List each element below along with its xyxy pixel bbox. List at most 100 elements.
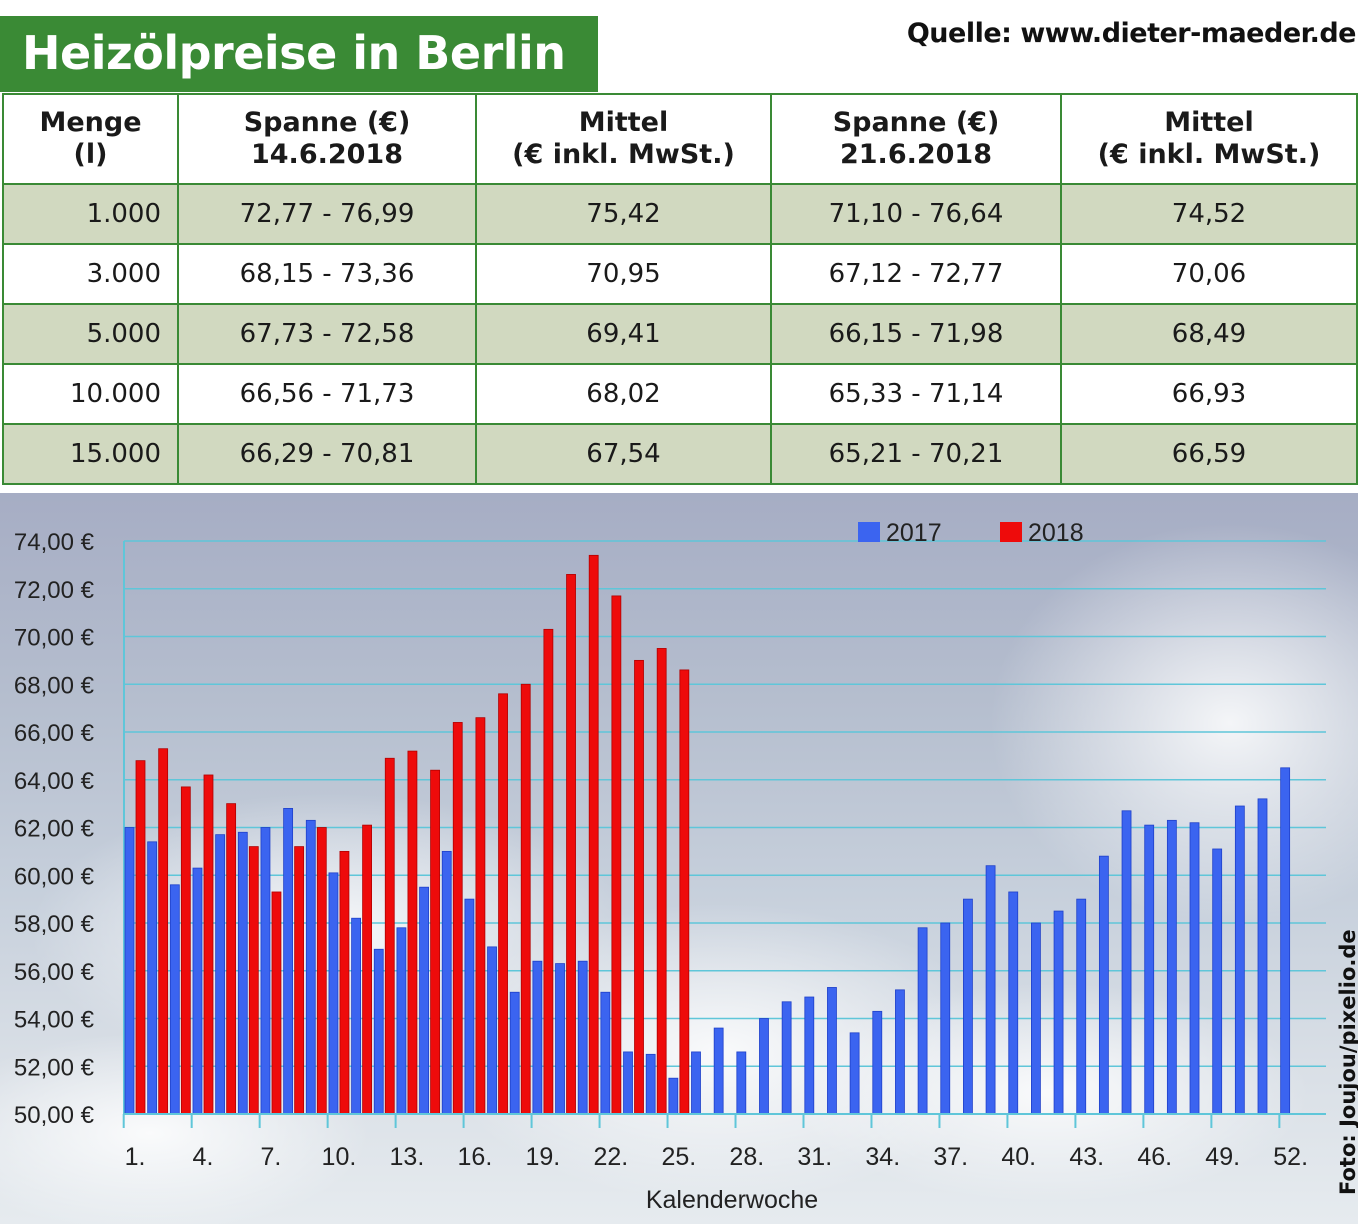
cell-range: 66,56 - 71,73: [177, 363, 477, 425]
photo-credit: Foto: Joujou/pixelio.de: [1336, 929, 1358, 1195]
bar-2018-week-5: [226, 803, 237, 1115]
bar-2018-week-14: [430, 769, 440, 1115]
x-tick-label: 19.: [525, 1143, 560, 1171]
bar-2018-week-25: [679, 669, 690, 1115]
cell-amount: 3.000: [2, 243, 179, 305]
bar-2017-week-24: [645, 1053, 656, 1115]
x-tick-label: 13.: [390, 1143, 425, 1171]
x-tick-label: 10.: [322, 1143, 357, 1171]
cell-range: 68,15 - 73,36: [177, 243, 477, 305]
y-tick-label: 70,00 €: [14, 625, 95, 652]
x-tick-label: 4.: [193, 1143, 214, 1171]
bar-2017-week-16: [464, 898, 475, 1115]
table-row: 3.000 68,15 - 73,36 70,95 67,12 - 72,77 …: [2, 243, 1358, 305]
x-tick-label: 52.: [1273, 1143, 1308, 1171]
bar-2017-week-2: [147, 841, 158, 1115]
y-tick-label: 72,00 €: [14, 577, 95, 604]
page-title: Heizölpreise in Berlin: [22, 26, 566, 80]
bar-2017-week-32: [827, 987, 837, 1115]
bar-2018-week-23: [634, 659, 644, 1115]
cell-amount: 10.000: [2, 363, 179, 425]
chart-panel: 50,00 € 52,00 € 54,00 € 56,00 € 58,00 € 60,00…: [0, 493, 1358, 1224]
cell-mean: 70,95: [475, 243, 772, 305]
cell-range: 71,10 - 76,64: [770, 183, 1062, 245]
x-tick-label: 49.: [1205, 1143, 1240, 1171]
cell-mean: 66,59: [1060, 423, 1358, 485]
cell-range: 67,12 - 72,77: [770, 243, 1062, 305]
cell-range: 65,33 - 71,14: [770, 363, 1062, 425]
x-tick-label: 46.: [1137, 1143, 1172, 1171]
bar-2017-week-47: [1166, 819, 1177, 1115]
legend-swatch-2018: [1000, 522, 1022, 542]
bar-2018-week-24: [656, 648, 667, 1115]
bar-2018-week-17: [498, 693, 508, 1115]
x-tick-label: 1.: [125, 1143, 146, 1171]
cell-mean: 68,02: [475, 363, 772, 425]
header-amount: Menge (l): [2, 93, 179, 185]
bar-2017-week-8: [283, 807, 294, 1115]
bar-2017-week-39: [985, 865, 996, 1115]
bar-2018-week-3: [180, 786, 191, 1115]
bar-2017-week-25: [668, 1077, 679, 1115]
header-range-week1: Spanne (€) 14.6.2018: [177, 93, 477, 185]
cell-mean: 74,52: [1060, 183, 1358, 245]
price-table: Menge (l) Spanne (€) 14.6.2018 Mittel (€ in…: [2, 93, 1358, 485]
bar-2018-week-4: [203, 774, 214, 1115]
x-tick-label: 34.: [865, 1143, 900, 1171]
bar-2017-week-17: [487, 946, 497, 1115]
bar-2018-week-11: [362, 824, 373, 1115]
cell-range: 66,15 - 71,98: [770, 303, 1062, 365]
legend: 2017 2018: [858, 519, 1084, 547]
x-tick-label: 31.: [797, 1143, 832, 1171]
cell-amount: 15.000: [2, 423, 179, 485]
bar-2017-week-18: [509, 991, 520, 1115]
bar-2017-week-7: [260, 827, 271, 1115]
bar-2017-week-15: [441, 850, 452, 1115]
bar-2018-week-18: [520, 683, 531, 1115]
bar-2018-week-2: [158, 748, 169, 1115]
header-mean-week2: Mittel (€ inkl. MwSt.): [1060, 93, 1358, 185]
y-tick-label: 58,00 €: [14, 911, 95, 938]
bar-2017-week-46: [1144, 824, 1155, 1115]
bar-2017-week-48: [1189, 822, 1200, 1115]
table-header-row: Menge (l) Spanne (€) 14.6.2018 Mittel (€ in…: [2, 93, 1358, 185]
bar-2017-week-1: [124, 827, 135, 1115]
y-tick-label: 64,00 €: [14, 768, 95, 795]
bar-2017-week-26: [691, 1051, 701, 1115]
cell-mean: 69,41: [475, 303, 772, 365]
bar-2018-week-8: [294, 846, 305, 1115]
bar-2017-week-51: [1257, 798, 1268, 1115]
bar-2017-week-11: [351, 917, 362, 1115]
y-tick-label: 74,00 €: [14, 529, 95, 556]
y-tick-label: 60,00 €: [14, 863, 95, 890]
bar-2017-week-31: [804, 996, 815, 1115]
bar-2017-week-20: [555, 963, 565, 1115]
bar-2017-week-22: [600, 991, 611, 1115]
bar-2017-week-3: [169, 884, 180, 1115]
x-tick-label: 22.: [593, 1143, 628, 1171]
bar-2017-week-38: [963, 898, 973, 1115]
bar-2017-week-45: [1121, 810, 1132, 1115]
header-mean-week1: Mittel (€ inkl. MwSt.): [475, 93, 772, 185]
table-row: 5.000 67,73 - 72,58 69,41 66,15 - 71,98 …: [2, 303, 1358, 365]
cell-range: 67,73 - 72,58: [177, 303, 477, 365]
bar-2017-week-42: [1053, 910, 1064, 1115]
bar-2017-week-44: [1098, 855, 1109, 1115]
bar-2017-week-34: [872, 1010, 883, 1115]
x-tick-label: 7.: [261, 1143, 282, 1171]
x-axis: 1. 4. 7. 10. 13. 16. 19. 22. 25. 28. 31. 34. 37. 40. 4…: [122, 1113, 1326, 1171]
bar-2017-week-43: [1076, 898, 1087, 1115]
bar-2017-week-9: [305, 819, 316, 1115]
cell-mean: 70,06: [1060, 243, 1358, 305]
source-credit: Quelle: www.dieter-maeder.de: [906, 18, 1357, 49]
cell-range: 65,21 - 70,21: [770, 423, 1062, 485]
bar-2017-week-27: [713, 1027, 724, 1115]
y-tick-label: 68,00 €: [14, 672, 95, 699]
bar-2017-week-36: [917, 927, 928, 1115]
table-row: 15.000 66,29 - 70,81 67,54 65,21 - 70,21…: [2, 423, 1358, 485]
bar-2017-week-19: [532, 960, 543, 1115]
header-range-week2: Spanne (€) 21.6.2018: [770, 93, 1062, 185]
y-axis: 50,00 € 52,00 € 54,00 € 56,00 € 58,00 € 60,00…: [14, 529, 125, 1129]
bar-2018-week-10: [339, 850, 350, 1115]
bar-2018-week-6: [248, 846, 259, 1115]
